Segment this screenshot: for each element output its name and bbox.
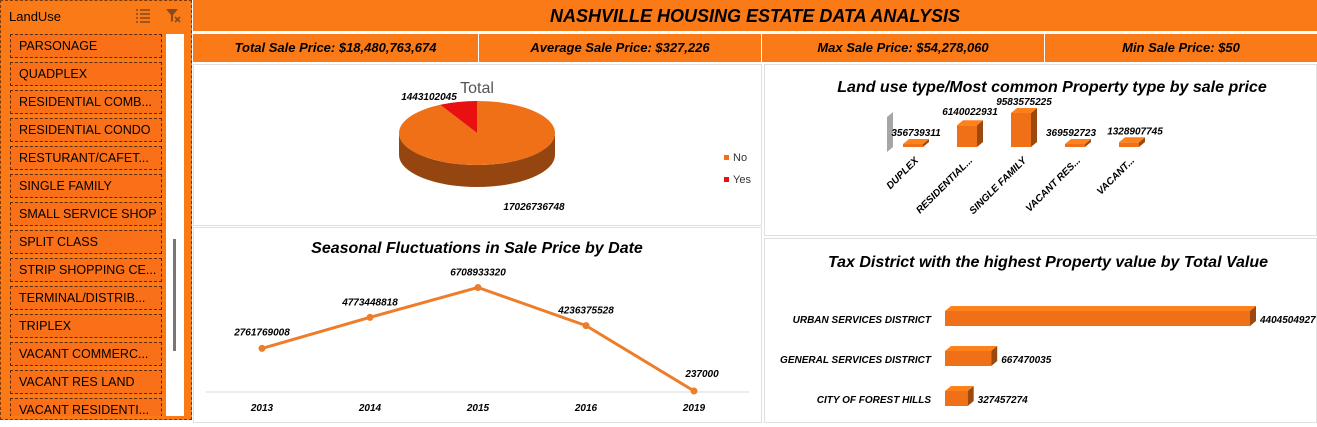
tax-bar xyxy=(945,346,998,366)
tax-category-label: GENERAL SERVICES DISTRICT xyxy=(780,355,932,366)
landuse-data-label: 6140022931 xyxy=(942,107,998,118)
landuse-category-label: DUPLEX xyxy=(885,154,922,191)
legend-swatch-yes xyxy=(724,177,729,182)
kpi-average-sale-price: Average Sale Price: $327,226 xyxy=(479,34,762,62)
landuse-category-label: SINGLE FAMILY xyxy=(968,154,1030,216)
slicer-item[interactable]: STRIP SHOPPING CE... xyxy=(10,258,162,282)
landuse-data-label: 9583575225 xyxy=(996,97,1052,108)
landuse-bar xyxy=(1011,108,1037,147)
slicer-scrollbar[interactable] xyxy=(166,34,184,416)
seasonal-chart-panel[interactable]: Seasonal Fluctuations in Sale Price by D… xyxy=(193,227,762,423)
kpi-min-sale-price: Min Sale Price: $50 xyxy=(1122,40,1240,55)
tax-chart-title: Tax District with the highest Property v… xyxy=(828,254,1268,271)
landuse-bars: 356739311 DUPLEX 6140022931 RESIDENTIAL... 9… xyxy=(885,97,1164,217)
line-series: 2761769008 2013 4773448818 2014 6708933320 20… xyxy=(206,267,749,414)
x-tick-label: 2019 xyxy=(682,403,706,414)
pie-slices: 17026736748 1443102045 xyxy=(399,92,565,213)
pie-legend: No Yes xyxy=(724,152,751,186)
landuse-data-label: 369592723 xyxy=(1046,128,1096,139)
line-point xyxy=(474,283,482,291)
kpi-max-sale-price: Max Sale Price: $54,278,060 xyxy=(762,34,1045,62)
legend-swatch-no xyxy=(724,155,729,160)
multi-select-icon[interactable] xyxy=(134,7,152,25)
slicer-item[interactable]: VACANT COMMERC... xyxy=(10,342,162,366)
tax-category-label: CITY OF FOREST HILLS xyxy=(817,395,932,406)
pie-chart-title: Total xyxy=(460,80,494,97)
slicer-item[interactable]: RESIDENTIAL CONDO xyxy=(10,118,162,142)
slicer-list: PARSONAGE QUADPLEX RESIDENTIAL COMB... RESI… xyxy=(10,34,162,416)
line-point xyxy=(258,344,266,352)
title-bar: NASHVILLE HOUSING ESTATE DATA ANALYSIS xyxy=(193,0,1317,32)
line-point xyxy=(366,313,374,321)
pie-slice-yes xyxy=(440,101,477,133)
tax-chart-panel[interactable]: Tax District with the highest Property v… xyxy=(764,238,1317,423)
landuse-chart-panel[interactable]: Land use type/Most common Property type … xyxy=(764,64,1317,236)
slicer-item[interactable]: RESIDENTIAL COMB... xyxy=(10,90,162,114)
landuse-bar xyxy=(1065,139,1091,147)
pie-label-no: 17026736748 xyxy=(503,202,565,213)
slicer-title: LandUse xyxy=(9,9,62,24)
tax-category-label: URBAN SERVICES DISTRICT xyxy=(793,315,932,326)
landuse-category-label: VACANT... xyxy=(1095,155,1137,197)
pie-chart-panel[interactable]: Total 17026736748 1443102045 No Yes xyxy=(193,64,762,226)
slicer-item[interactable]: SMALL SERVICE SHOP xyxy=(10,202,162,226)
slicer-item[interactable]: VACANT RESIDENTI... xyxy=(10,398,162,416)
slicer-item[interactable]: TRIPLEX xyxy=(10,314,162,338)
page-title: NASHVILLE HOUSING ESTATE DATA ANALYSIS xyxy=(549,6,960,26)
landuse-bar xyxy=(957,120,983,147)
slicer-item[interactable]: TERMINAL/DISTRIB... xyxy=(10,286,162,310)
landuse-bar xyxy=(903,139,929,147)
pie-chart: Total 17026736748 1443102045 No Yes xyxy=(399,80,751,213)
scroll-thumb[interactable] xyxy=(173,239,176,351)
line-point xyxy=(690,387,698,395)
landuse-data-label: 356739311 xyxy=(891,128,941,139)
x-tick-label: 2013 xyxy=(250,403,274,414)
tax-data-label: 4404504927 xyxy=(1259,315,1316,326)
x-tick-label: 2015 xyxy=(466,403,490,414)
tax-bar xyxy=(945,386,974,406)
line-data-label: 6708933320 xyxy=(450,267,506,278)
x-tick-label: 2016 xyxy=(574,403,598,414)
landuse-bar xyxy=(1119,137,1145,147)
sale-price-line xyxy=(261,285,695,393)
kpi-row: Total Sale Price: $18,480,763,674 Averag… xyxy=(193,34,1317,62)
tax-bar xyxy=(945,306,1256,326)
seasonal-line-chart: Seasonal Fluctuations in Sale Price by D… xyxy=(206,240,749,414)
line-data-label: 2761769008 xyxy=(233,327,290,338)
landuse-chart-title: Land use type/Most common Property type … xyxy=(837,79,1267,96)
slicer-item[interactable]: VACANT RES LAND xyxy=(10,370,162,394)
line-point xyxy=(582,322,590,330)
pie-slice-side-no xyxy=(399,133,555,187)
landuse-slicer[interactable]: LandUse PARSONAGE QUADPLEX RESIDENTIAL COM… xyxy=(0,0,192,420)
clear-filter-icon[interactable] xyxy=(164,7,182,25)
landuse-data-label: 1328907745 xyxy=(1107,126,1163,137)
tax-bar-chart: Tax District with the highest Property v… xyxy=(780,254,1316,406)
seasonal-chart-title: Seasonal Fluctuations in Sale Price by D… xyxy=(311,240,643,257)
chart-back-wall xyxy=(887,112,893,152)
tax-data-label: 327457274 xyxy=(978,395,1028,406)
line-data-label: 237000 xyxy=(684,369,719,380)
legend-label-no: No xyxy=(733,152,747,164)
x-tick-label: 2014 xyxy=(358,403,382,414)
tax-data-label: 667470035 xyxy=(1001,355,1051,366)
landuse-category-label: RESIDENTIAL... xyxy=(914,155,975,216)
legend-label-yes: Yes xyxy=(733,174,751,186)
slicer-item[interactable]: RESTURANT/CAFET... xyxy=(10,146,162,170)
slicer-item[interactable]: SINGLE FAMILY xyxy=(10,174,162,198)
landuse-category-label: VACANT RES... xyxy=(1024,155,1083,214)
slicer-item[interactable]: PARSONAGE xyxy=(10,34,162,58)
tax-bars: URBAN SERVICES DISTRICT 4404504927 GENERAL… xyxy=(780,306,1316,406)
line-data-label: 4773448818 xyxy=(341,297,398,308)
pie-label-yes: 1443102045 xyxy=(401,92,457,103)
slicer-header: LandUse xyxy=(1,1,191,31)
kpi-total-sale-price: Total Sale Price: $18,480,763,674 xyxy=(193,34,479,62)
line-data-label: 4236375528 xyxy=(557,306,614,317)
slicer-item[interactable]: QUADPLEX xyxy=(10,62,162,86)
landuse-bar-chart: Land use type/Most common Property type … xyxy=(837,79,1267,217)
slicer-item[interactable]: SPLIT CLASS xyxy=(10,230,162,254)
